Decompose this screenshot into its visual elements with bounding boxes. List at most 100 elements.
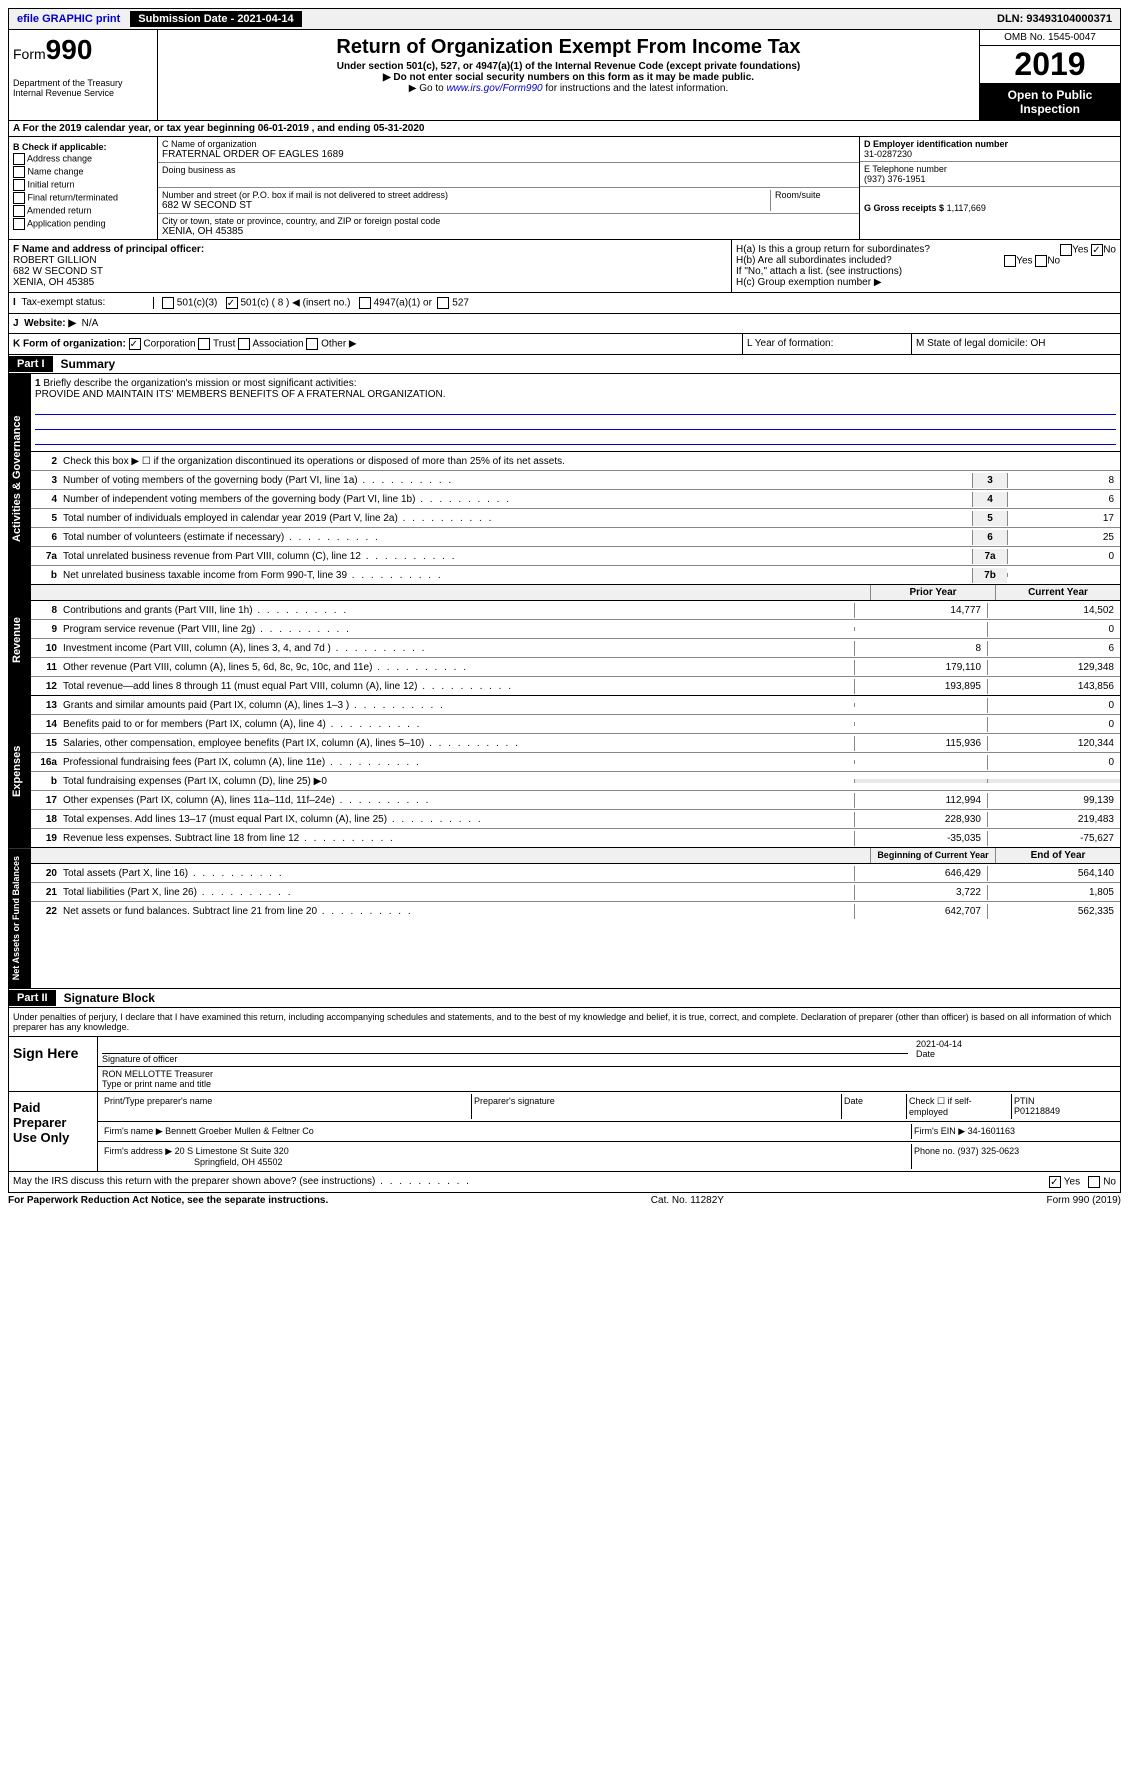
line-18: 18 Total expenses. Add lines 13–17 (must… <box>31 810 1120 829</box>
gross-label: G Gross receipts $ <box>864 203 944 213</box>
prep-col3: Date <box>842 1094 907 1119</box>
part2-title: Signature Block <box>56 989 163 1007</box>
check-pending[interactable] <box>13 218 25 230</box>
check-address[interactable] <box>13 153 25 165</box>
check-4947[interactable] <box>359 297 371 309</box>
discuss-no[interactable] <box>1088 1176 1100 1188</box>
revenue-section: Revenue Prior Year Current Year 8 Contri… <box>8 585 1121 696</box>
dept-treasury: Department of the Treasury Internal Reve… <box>13 78 153 98</box>
officer-print-name: RON MELLOTTE Treasurer <box>102 1069 1116 1079</box>
omb-number: OMB No. 1545-0047 <box>980 30 1120 46</box>
dln: DLN: 93493104000371 <box>997 13 1118 25</box>
line-16b: b Total fundraising expenses (Part IX, c… <box>31 772 1120 791</box>
ha-yes[interactable] <box>1060 244 1072 256</box>
column-b: B Check if applicable: Address change Na… <box>9 137 158 239</box>
line-13: 13 Grants and similar amounts paid (Part… <box>31 696 1120 715</box>
footer: For Paperwork Reduction Act Notice, see … <box>8 1193 1121 1208</box>
website-row: J Website: ▶ N/A <box>8 314 1121 334</box>
goto-pre: ▶ Go to <box>409 83 447 94</box>
city-state-zip: XENIA, OH 45385 <box>162 226 855 237</box>
cat-no: Cat. No. 11282Y <box>651 1195 724 1206</box>
end-year-header: End of Year <box>995 848 1120 863</box>
firm-name: Bennett Groeber Mullen & Feltner Co <box>165 1126 314 1136</box>
check-501c[interactable] <box>226 297 238 309</box>
hc-label: H(c) Group exemption number ▶ <box>736 277 1116 288</box>
paperwork-notice: For Paperwork Reduction Act Notice, see … <box>8 1195 328 1206</box>
org-name-label: C Name of organization <box>162 139 855 149</box>
check-initial[interactable] <box>13 179 25 191</box>
check-amended[interactable] <box>13 205 25 217</box>
firm-phone: (937) 325-0623 <box>958 1146 1020 1156</box>
irs-link[interactable]: www.irs.gov/Form990 <box>446 83 542 94</box>
part1-badge: Part I <box>9 356 53 372</box>
hb-no[interactable] <box>1035 255 1047 267</box>
yes-label: Yes <box>1064 1177 1080 1188</box>
paid-preparer-section: Paid Preparer Use Only Print/Type prepar… <box>8 1092 1121 1172</box>
line-6: 6 Total number of volunteers (estimate i… <box>31 528 1120 547</box>
check-501c3[interactable] <box>162 297 174 309</box>
ptin-label: PTIN <box>1014 1096 1035 1106</box>
label-name-change: Name change <box>28 166 84 176</box>
line-14: 14 Benefits paid to or for members (Part… <box>31 715 1120 734</box>
label-other: Other ▶ <box>321 339 356 350</box>
line-3: 3 Number of voting members of the govern… <box>31 471 1120 490</box>
part1-title: Summary <box>53 355 124 373</box>
sign-date-label: Date <box>916 1049 1116 1059</box>
label-assoc: Association <box>252 339 303 350</box>
line-5: 5 Total number of individuals employed i… <box>31 509 1120 528</box>
line-15: 15 Salaries, other compensation, employe… <box>31 734 1120 753</box>
check-name[interactable] <box>13 166 25 178</box>
column-d: D Employer identification number 31-0287… <box>860 137 1120 239</box>
ptin-value: P01218849 <box>1014 1106 1060 1116</box>
firm-addr: 20 S Limestone St Suite 320 <box>175 1146 289 1156</box>
discuss-yes[interactable] <box>1049 1176 1061 1188</box>
expenses-tab: Expenses <box>9 696 31 847</box>
label-j: J <box>13 318 19 329</box>
form-number: 990 <box>46 34 93 65</box>
k-label: K Form of organization: <box>13 339 126 350</box>
gross-receipts: 1,117,669 <box>947 203 986 213</box>
form-label: Form <box>13 46 46 62</box>
officer-label: F Name and address of principal officer: <box>13 244 727 255</box>
label-address-change: Address change <box>27 153 92 163</box>
hb-yes[interactable] <box>1004 255 1016 267</box>
check-trust[interactable] <box>198 338 210 350</box>
street-address: 682 W SECOND ST <box>162 200 770 211</box>
ha-no[interactable] <box>1091 244 1103 256</box>
form-footer: Form 990 (2019) <box>1047 1195 1121 1206</box>
label-527: 527 <box>452 298 469 309</box>
line-21: 21 Total liabilities (Part X, line 26) 3… <box>31 883 1120 902</box>
line-19: 19 Revenue less expenses. Subtract line … <box>31 829 1120 847</box>
part2-badge: Part II <box>9 990 56 1006</box>
check-final[interactable] <box>13 192 25 204</box>
line-12: 12 Total revenue—add lines 8 through 11 … <box>31 677 1120 695</box>
label-final: Final return/terminated <box>28 192 119 202</box>
mission-text: PROVIDE AND MAINTAIN ITS' MEMBERS BENEFI… <box>35 389 445 400</box>
sign-here-label: Sign Here <box>9 1037 98 1091</box>
column-c: C Name of organization FRATERNAL ORDER O… <box>158 137 860 239</box>
phone-value: (937) 376-1951 <box>864 174 1116 184</box>
firm-ein-label: Firm's EIN ▶ <box>914 1126 965 1136</box>
sig-officer-label: Signature of officer <box>102 1054 908 1064</box>
line-22: 22 Net assets or fund balances. Subtract… <box>31 902 1120 920</box>
label-501c: 501(c) ( 8 ) ◀ (insert no.) <box>240 298 350 309</box>
q1-label: Briefly describe the organization's miss… <box>43 378 356 389</box>
website-label: Website: ▶ <box>24 318 76 329</box>
firm-phone-label: Phone no. <box>914 1146 955 1156</box>
officer-addr: 682 W SECOND ST <box>13 266 727 277</box>
prior-year-header: Prior Year <box>870 585 995 600</box>
efile-link[interactable]: efile GRAPHIC print <box>11 11 126 27</box>
check-other[interactable] <box>306 338 318 350</box>
label-amended: Amended return <box>27 205 92 215</box>
line-16a: 16a Professional fundraising fees (Part … <box>31 753 1120 772</box>
part1-header-row: Part I Summary <box>8 355 1121 374</box>
firm-ein: 34-1601163 <box>968 1126 1015 1136</box>
l-year-formation: L Year of formation: <box>743 334 912 354</box>
check-assoc[interactable] <box>238 338 250 350</box>
prep-col4: Check ☐ if self-employed <box>907 1094 1012 1119</box>
check-527[interactable] <box>437 297 449 309</box>
open-public: Open to Public Inspection <box>980 84 1120 120</box>
label-initial: Initial return <box>28 179 75 189</box>
form-header: Form990 Department of the Treasury Inter… <box>8 30 1121 121</box>
check-corp[interactable] <box>129 338 141 350</box>
